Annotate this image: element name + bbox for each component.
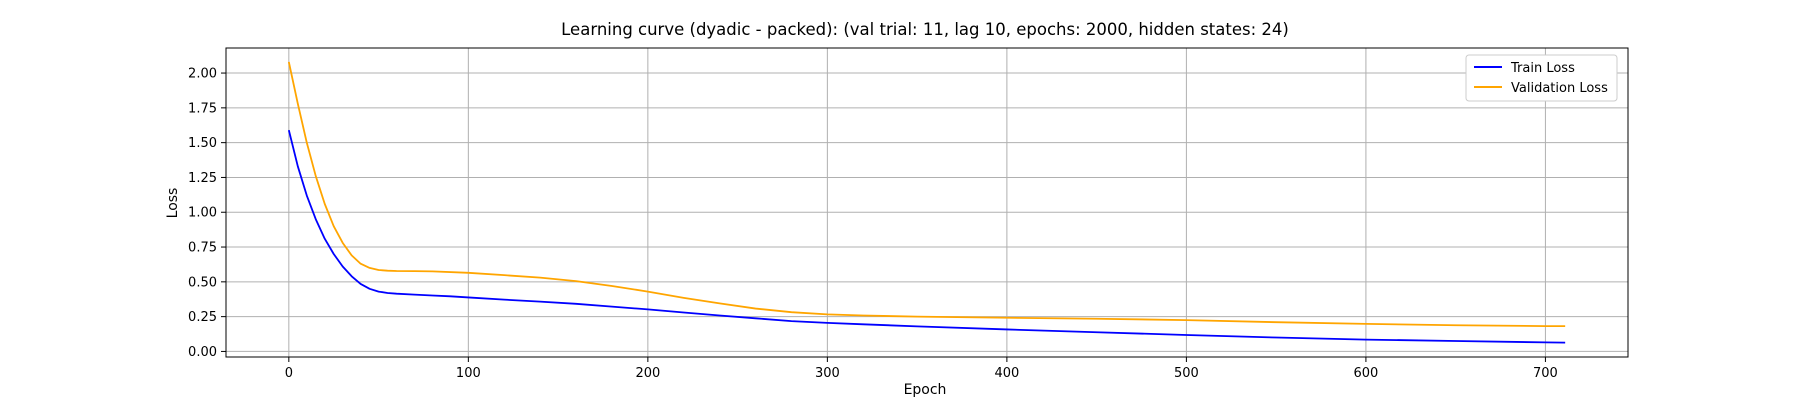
y-tick-label: 1.00 — [188, 206, 217, 221]
x-tick-label: 300 — [815, 366, 840, 381]
y-tick-label: 1.25 — [188, 171, 217, 186]
y-axis-title: Loss — [165, 188, 181, 219]
grid-lines — [226, 48, 1628, 357]
y-tick-label: 1.75 — [188, 101, 217, 116]
x-tick-label: 200 — [635, 366, 660, 381]
x-tick-label: 500 — [1174, 366, 1199, 381]
y-tick-label: 0.25 — [188, 310, 217, 325]
validation-loss-line — [287, 61, 1566, 327]
y-tick-label: 2.00 — [188, 67, 217, 82]
y-tick-label: 0.50 — [188, 275, 217, 290]
x-tick-label: 0 — [285, 366, 293, 381]
x-axis-title: Epoch — [904, 382, 947, 398]
legend-box — [1465, 54, 1618, 102]
x-tick-label: 600 — [1353, 366, 1378, 381]
chart-title: Learning curve (dyadic - packed): (val t… — [561, 20, 1289, 39]
y-tick-label: 0.00 — [188, 345, 217, 360]
legend-label-validation: Validation Loss — [1511, 81, 1608, 96]
x-tick-label: 400 — [994, 366, 1019, 381]
train-loss-line — [287, 129, 1566, 344]
legend-label-train: Train Loss — [1510, 61, 1575, 76]
y-tick-label: 0.75 — [188, 241, 217, 256]
x-tick-label: 700 — [1533, 366, 1558, 381]
series-lines — [287, 61, 1566, 344]
y-tick-label: 1.50 — [188, 136, 217, 151]
x-tick-label: 100 — [456, 366, 481, 381]
axis-ticks: 0 100 200 300 400 500 600 700 0.00 0.25 0.50 0.75 1.… — [188, 67, 1558, 381]
plot-frame — [225, 47, 1629, 358]
legend: Train Loss Validation Loss — [1465, 54, 1618, 102]
